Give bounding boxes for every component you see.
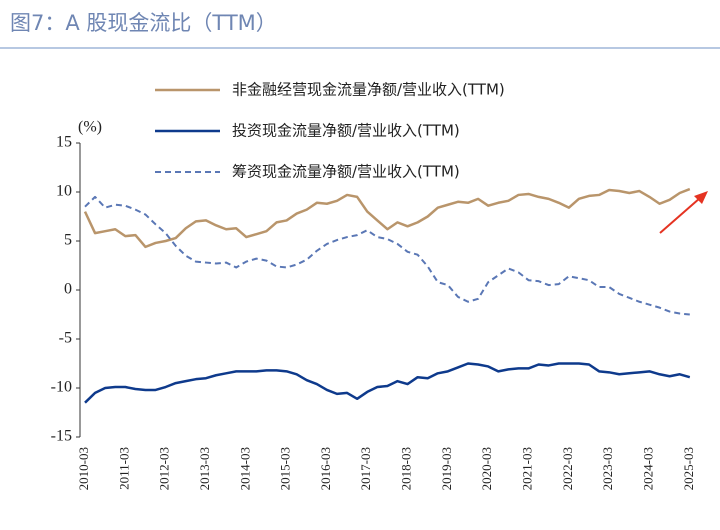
x-tick-label: 2017-03 [358, 447, 373, 490]
y-tick-label: 0 [64, 281, 72, 298]
x-tick-label: 2014-03 [237, 447, 252, 490]
x-tick-label: 2011-03 [116, 447, 131, 490]
x-tick-label: 2022-03 [560, 447, 575, 490]
chart-title: 图7：A 股现金流比（TTM） [10, 11, 277, 35]
y-axis-label: (%) [78, 119, 102, 136]
legend-label: 筹资现金流量净额/营业收入(TTM) [232, 163, 460, 181]
series-line [83, 187, 691, 249]
y-tick-label: 10 [56, 183, 72, 200]
y-tick-label: -5 [59, 330, 72, 347]
x-tick-label: 2024-03 [640, 447, 655, 490]
x-tick-label: 2015-03 [278, 447, 293, 490]
y-tick-label: -15 [51, 428, 72, 445]
x-tick-label: 2018-03 [399, 447, 414, 490]
x-tick-label: 2010-03 [76, 447, 91, 490]
series-line [84, 195, 690, 316]
x-tick-label: 2020-03 [479, 447, 494, 490]
y-tick-label: -10 [51, 379, 72, 396]
x-tick-label: 2021-03 [520, 447, 535, 490]
x-tick-label: 2023-03 [600, 447, 615, 490]
y-tick-label: 5 [64, 232, 72, 249]
arrow [659, 191, 708, 234]
x-tick-label: 2013-03 [197, 447, 212, 490]
legend-label: 非金融经营现金流量净额/营业收入(TTM) [232, 81, 505, 99]
x-tick-label: 2016-03 [318, 447, 333, 490]
x-tick-label: 2012-03 [157, 447, 172, 490]
y-tick-label: 15 [56, 134, 72, 151]
x-tick-label: 2025-03 [681, 447, 696, 490]
series-line [84, 362, 691, 404]
x-tick-label: 2019-03 [439, 447, 454, 490]
legend-label: 投资现金流量净额/营业收入(TTM) [232, 122, 460, 140]
